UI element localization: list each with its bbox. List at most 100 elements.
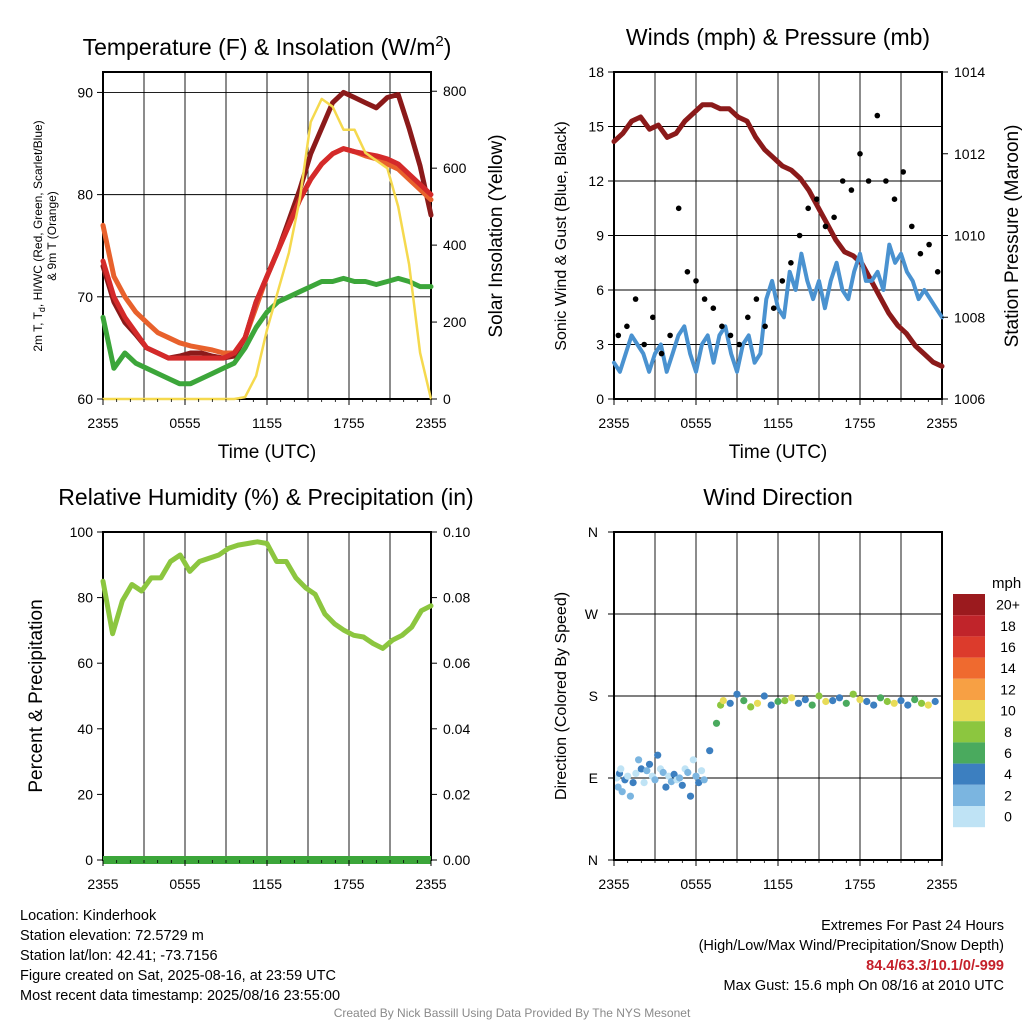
direction-point — [911, 696, 919, 704]
direction-grid — [614, 532, 942, 860]
direction-point — [890, 699, 898, 707]
gust-point — [831, 214, 837, 221]
direction-point — [924, 701, 932, 709]
colorbar-label: 0 — [1004, 809, 1012, 825]
colorbar-label: 18 — [1000, 618, 1016, 634]
y-tick-label: 18 — [588, 64, 604, 80]
humidity-line — [100, 539, 434, 651]
y2-tick-label: 800 — [443, 83, 467, 99]
colorbar-label: 14 — [1000, 660, 1016, 676]
direction-point — [747, 703, 755, 711]
y2-tick-label: 1012 — [954, 146, 985, 162]
y2-tick-label: 0.10 — [443, 524, 470, 540]
winds-left-label: Sonic Wind & Gust (Blue, Black) — [553, 121, 570, 350]
gust-point — [667, 332, 673, 339]
insolation-y-ticks: 0 200 400 600 800 — [431, 83, 467, 407]
direction-point — [904, 701, 912, 709]
gust-point — [857, 151, 863, 157]
direction-point — [733, 690, 741, 698]
gust-point — [891, 196, 898, 202]
direction-point — [788, 694, 796, 702]
direction-point — [626, 792, 635, 800]
humidity-panel: Relative Humidity (%) & Precipitation (i… — [26, 484, 474, 892]
extremes-title: Extremes For Past 24 Hours — [821, 918, 1004, 934]
y-tick-label: 100 — [70, 524, 94, 540]
colorbar-swatch — [953, 784, 985, 806]
direction-y-ticks: N E S W N — [585, 524, 614, 868]
direction-point — [629, 779, 637, 787]
station-latlon: Station lat/lon: 42.41; -73.7156 — [20, 948, 218, 964]
y-tick-label: 80 — [77, 187, 93, 203]
direction-point — [842, 699, 850, 707]
x-tick-label: 2355 — [926, 876, 957, 892]
direction-point — [726, 699, 734, 707]
direction-point — [624, 772, 632, 780]
temperature-series-line — [100, 275, 434, 387]
x-tick-label: 2355 — [415, 876, 446, 892]
credit-line: Created By Nick Bassill Using Data Provi… — [333, 1006, 691, 1020]
recent-timestamp: Most recent data timestamp: 2025/08/16 2… — [20, 988, 341, 1004]
station-info: Location: Kinderhook Station elevation: … — [20, 906, 340, 1006]
gust-point — [632, 296, 639, 302]
gust-point — [675, 205, 682, 212]
direction-point — [835, 694, 844, 702]
y-tick-label: 3 — [596, 337, 604, 353]
x-tick-label: 1155 — [763, 876, 793, 892]
y2-tick-label: 0.06 — [443, 655, 470, 671]
temperature-panel: Temperature (F) & Insolation (W/m2) 60 70… — [31, 33, 507, 463]
humidity-title: Relative Humidity (%) & Precipitation (i… — [58, 484, 473, 510]
y-tick-label: 9 — [596, 228, 604, 244]
y-tick-label: 12 — [588, 173, 604, 189]
gust-point — [900, 169, 906, 175]
direction-point — [643, 767, 651, 775]
y-tick-label: W — [585, 606, 599, 622]
gust-point — [684, 269, 691, 275]
gust-point — [909, 223, 915, 230]
gust-point — [796, 232, 803, 239]
x-tick-label: 1755 — [333, 415, 364, 431]
y2-tick-label: 0.00 — [443, 852, 470, 868]
y-tick-label: 60 — [77, 655, 93, 671]
gust-point — [693, 278, 699, 284]
y-tick-label: 70 — [77, 289, 93, 305]
winds-series-line — [611, 102, 945, 369]
x-tick-label: 1155 — [763, 415, 793, 431]
winds-grid — [614, 72, 942, 399]
y-tick-label: 20 — [77, 786, 93, 802]
winds-title: Winds (mph) & Pressure (mb) — [626, 24, 930, 50]
y2-tick-label: 1008 — [954, 309, 985, 325]
direction-point — [870, 701, 878, 709]
winds-x-ticks: 2355 0555 1155 1755 2355 — [598, 399, 958, 431]
y2-tick-label: 1010 — [954, 228, 985, 244]
temperature-series-line — [100, 146, 434, 361]
gust-point — [805, 205, 811, 212]
gust-point — [701, 296, 708, 302]
direction-point — [617, 765, 625, 773]
colorbar-label: 16 — [1000, 639, 1016, 655]
colorbar-swatch — [953, 615, 985, 637]
x-tick-label: 2355 — [926, 415, 957, 431]
direction-point — [849, 690, 857, 698]
max-gust: Max Gust: 15.6 mph On 08/16 at 2010 UTC — [723, 978, 1004, 994]
y-tick-label: 40 — [77, 721, 93, 737]
y-tick-label: 60 — [77, 391, 93, 407]
x-tick-label: 2355 — [598, 415, 629, 431]
speed-colorbar: mph 20+ 18 16 14 12 10 8 6 4 2 0 — [953, 575, 1021, 828]
winds-xlabel: Time (UTC) — [729, 442, 828, 463]
direction-point — [767, 701, 775, 709]
gust-point — [658, 350, 665, 357]
direction-point — [700, 776, 708, 784]
y2-tick-label: 0.02 — [443, 786, 470, 802]
colorbar-label: 8 — [1004, 724, 1012, 740]
direction-point — [692, 772, 700, 780]
direction-point — [917, 699, 926, 707]
colorbar-swatch — [953, 763, 985, 785]
humidity-y-ticks: 0 20 40 60 80 100 — [70, 524, 103, 868]
y2-tick-label: 1014 — [954, 64, 985, 80]
gust-point — [874, 112, 881, 119]
y-tick-label: 6 — [596, 282, 604, 298]
direction-point — [808, 701, 816, 709]
gust-point — [624, 323, 630, 330]
direction-point — [712, 719, 721, 727]
extremes-values: 84.4/63.3/10.1/0/-999 — [866, 958, 1004, 974]
